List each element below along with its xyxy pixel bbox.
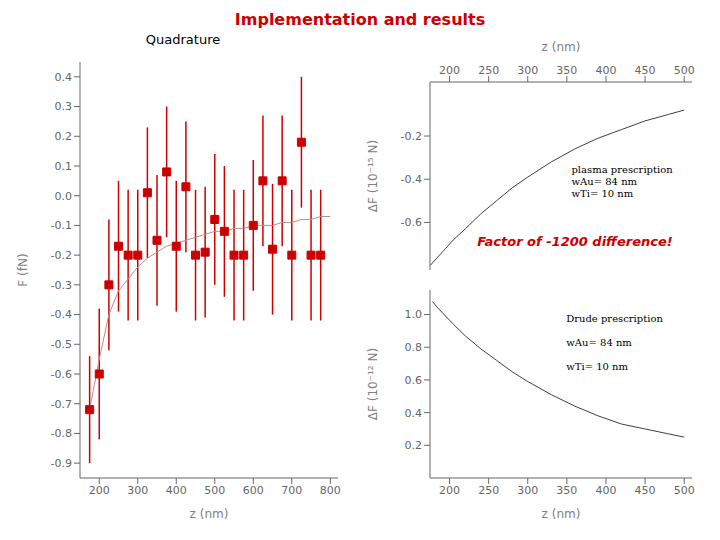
svg-text:0.6: 0.6	[405, 374, 423, 387]
svg-text:z (nm): z (nm)	[542, 507, 581, 521]
svg-text:-0.9: -0.9	[51, 457, 72, 470]
svg-text:500: 500	[674, 64, 695, 77]
svg-text:200: 200	[439, 64, 460, 77]
svg-text:450: 450	[635, 484, 656, 497]
svg-text:-0.2: -0.2	[401, 130, 422, 143]
svg-text:-0.7: -0.7	[51, 398, 72, 411]
svg-text:0.2: 0.2	[405, 439, 423, 452]
svg-text:400: 400	[595, 484, 616, 497]
svg-text:0.4: 0.4	[55, 71, 73, 84]
svg-text:250: 250	[478, 484, 499, 497]
svg-text:-0.8: -0.8	[51, 427, 72, 440]
svg-text:350: 350	[556, 484, 577, 497]
svg-text:1.0: 1.0	[405, 308, 423, 321]
svg-text:0.1: 0.1	[55, 160, 73, 173]
svg-text:400: 400	[166, 484, 187, 497]
svg-text:F (fN): F (fN)	[16, 253, 30, 286]
svg-text:z (nm): z (nm)	[190, 507, 229, 521]
svg-text:0.4: 0.4	[405, 407, 423, 420]
svg-text:200: 200	[439, 484, 460, 497]
svg-text:500: 500	[204, 484, 225, 497]
svg-text:z (nm): z (nm)	[542, 40, 581, 54]
svg-text:-0.1: -0.1	[51, 219, 72, 232]
svg-text:-0.5: -0.5	[51, 338, 72, 351]
svg-text:300: 300	[517, 484, 538, 497]
svg-text:-0.2: -0.2	[51, 249, 72, 262]
svg-text:0.2: 0.2	[55, 130, 73, 143]
svg-text:350: 350	[556, 64, 577, 77]
html-text:Quadrature: Quadrature	[145, 32, 221, 47]
html-text:Implementation and results: Implementation and results	[234, 10, 486, 29]
svg-text:-0.4: -0.4	[401, 173, 422, 186]
svg-text:0.8: 0.8	[405, 341, 423, 354]
html-text:Drude prescription wAu= 84 nm: Drude prescription wAu= 84 nm wTi= 10 nm	[566, 312, 663, 372]
svg-text:500: 500	[674, 484, 695, 497]
html-text:plasma prescription wAu= 84 nm: plasma prescription wAu= 84 nm wTi= 10 n…	[571, 163, 673, 199]
svg-text:0.3: 0.3	[55, 100, 73, 113]
svg-text:ΔF (10⁻¹² N): ΔF (10⁻¹² N)	[366, 348, 380, 420]
svg-text:-0.6: -0.6	[51, 368, 72, 381]
svg-text:300: 300	[517, 64, 538, 77]
svg-text:200: 200	[89, 484, 110, 497]
html-text:Factor of -1200 difference!: Factor of -1200 difference!	[477, 234, 673, 249]
svg-text:-0.3: -0.3	[51, 279, 72, 292]
svg-text:800: 800	[320, 484, 341, 497]
svg-text:450: 450	[635, 64, 656, 77]
svg-text:600: 600	[243, 484, 264, 497]
svg-text:-0.6: -0.6	[401, 216, 422, 229]
svg-text:ΔF (10⁻¹⁵ N): ΔF (10⁻¹⁵ N)	[366, 140, 380, 212]
svg-text:400: 400	[595, 64, 616, 77]
svg-text:-0.4: -0.4	[51, 308, 72, 321]
svg-text:0.0: 0.0	[55, 190, 73, 203]
svg-text:250: 250	[478, 64, 499, 77]
svg-text:700: 700	[281, 484, 302, 497]
svg-text:300: 300	[127, 484, 148, 497]
